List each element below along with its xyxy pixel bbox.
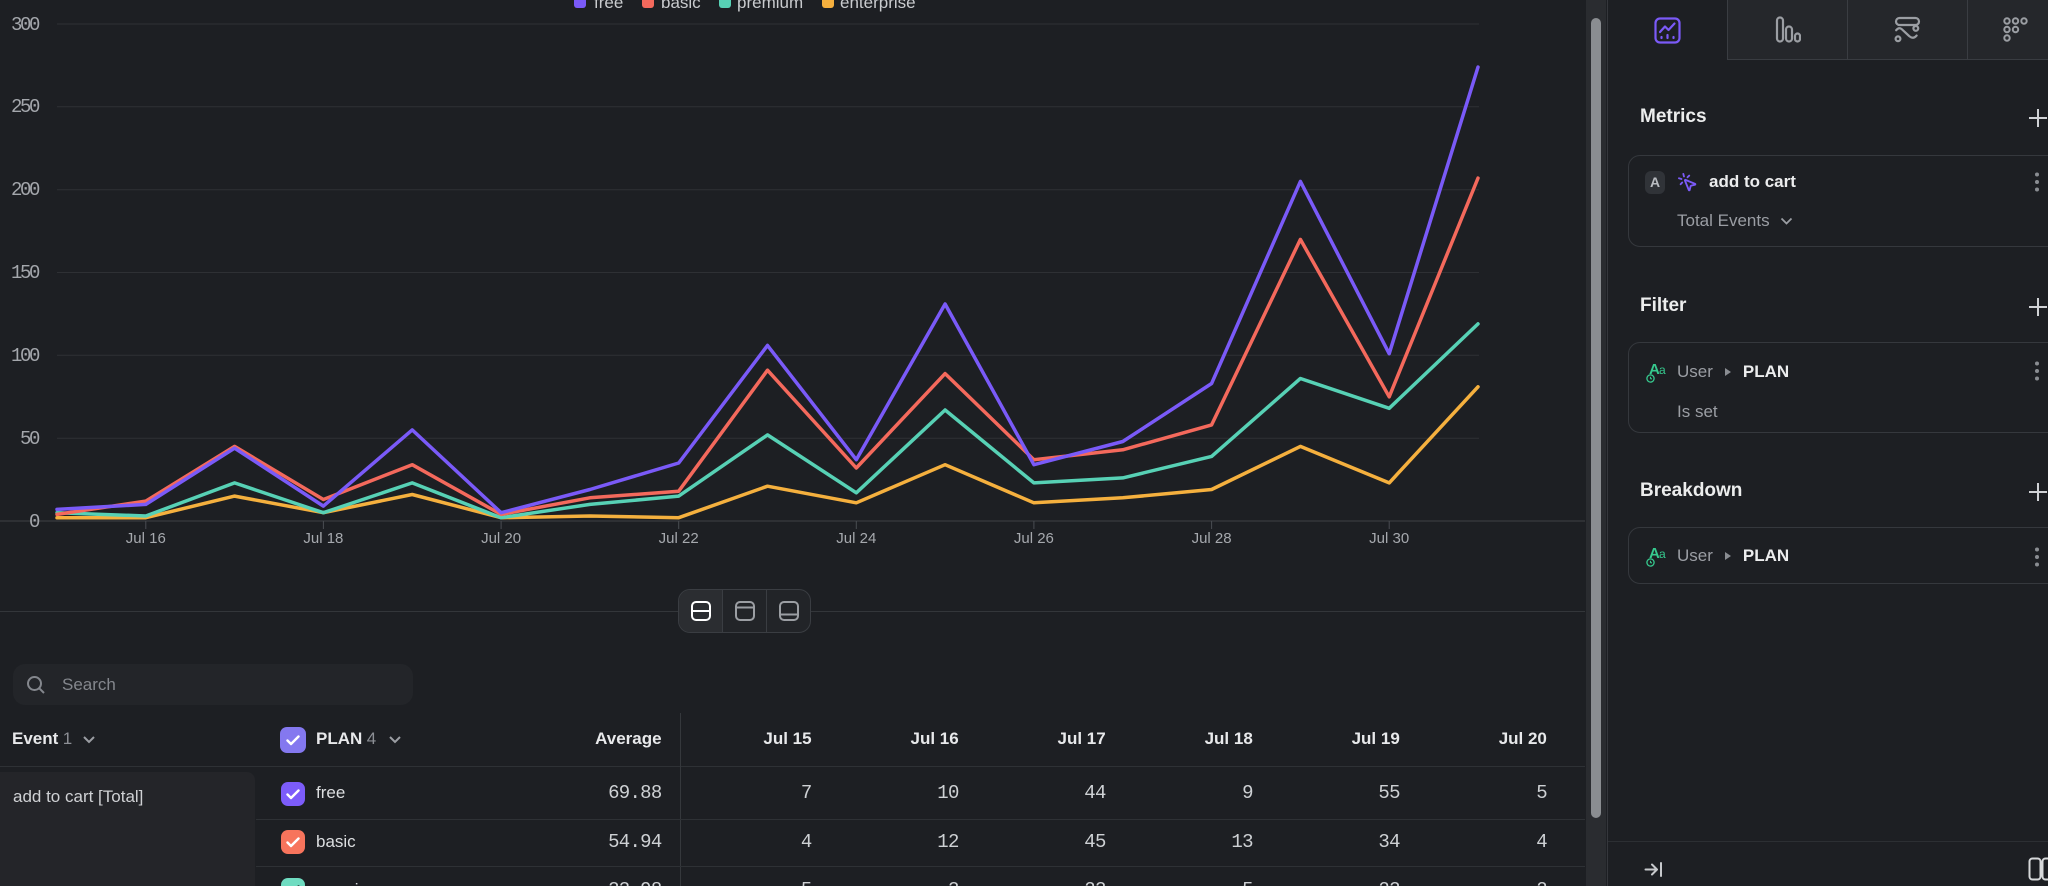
svg-text:A: A <box>1649 361 1660 378</box>
svg-text:A: A <box>1649 545 1660 562</box>
svg-text:Jul 22: Jul 22 <box>659 530 699 547</box>
svg-text:100: 100 <box>11 345 40 367</box>
svg-text:200: 200 <box>11 179 40 201</box>
svg-text:50: 50 <box>20 428 40 450</box>
svg-text:basic: basic <box>661 0 701 12</box>
svg-text:premium: premium <box>737 0 803 12</box>
svg-text:0: 0 <box>29 511 40 533</box>
svg-text:a: a <box>1659 547 1666 561</box>
svg-text:a: a <box>1659 363 1666 377</box>
svg-text:free: free <box>594 0 623 12</box>
svg-text:Jul 16: Jul 16 <box>126 530 166 547</box>
svg-text:Jul 20: Jul 20 <box>481 530 521 547</box>
svg-text:300: 300 <box>11 14 40 36</box>
svg-text:150: 150 <box>11 262 40 284</box>
svg-text:Jul 30: Jul 30 <box>1369 530 1409 547</box>
svg-text:250: 250 <box>11 96 40 118</box>
svg-text:Jul 24: Jul 24 <box>836 530 876 547</box>
svg-text:Jul 26: Jul 26 <box>1014 530 1054 547</box>
svg-text:enterprise: enterprise <box>840 0 916 12</box>
svg-text:Jul 28: Jul 28 <box>1192 530 1232 547</box>
svg-text:Jul 18: Jul 18 <box>303 530 343 547</box>
